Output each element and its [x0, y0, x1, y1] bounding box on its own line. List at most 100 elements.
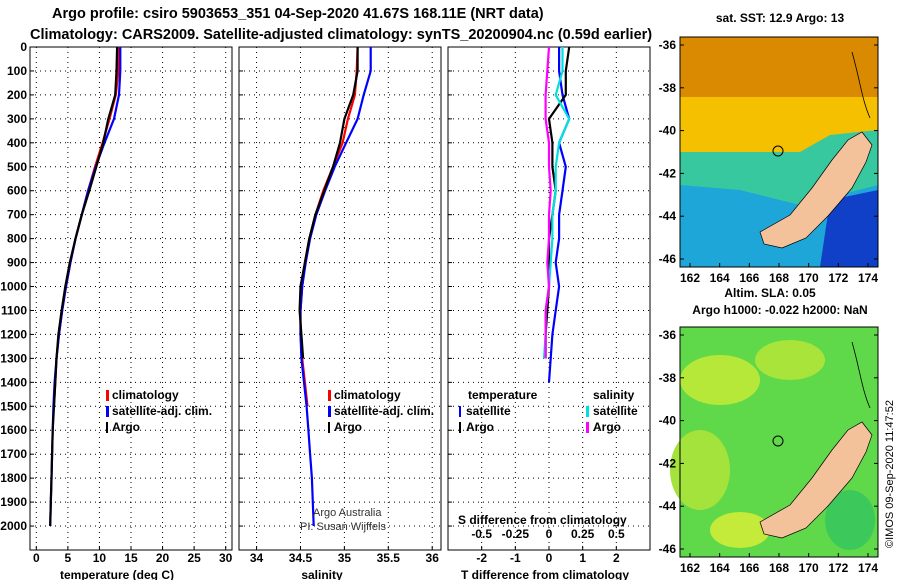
legend-label-climatology: climatology — [334, 388, 401, 402]
difference-legend: temperature salinity satellite Argo sate… — [458, 388, 638, 527]
lat-tick-label: -44 — [659, 499, 677, 513]
top-tick-label: -0.25 — [502, 527, 530, 541]
lon-tick-label: 174 — [858, 561, 878, 575]
lat-tick-label: -36 — [659, 328, 677, 342]
copyright-watermark: ©IMOS 09-Sep-2020 11:47:52 — [884, 400, 896, 548]
lon-tick-label: 166 — [739, 561, 759, 575]
sla-high-patch — [710, 512, 770, 548]
x-tick-label: -2 — [476, 551, 487, 565]
y-tick-label: 200 — [7, 88, 27, 102]
y-tick-label: 900 — [7, 256, 27, 270]
lat-tick-label: -40 — [659, 414, 677, 428]
x-axis-label: salinity — [301, 568, 343, 580]
lon-tick-label: 162 — [680, 271, 700, 285]
y-tick-label: 1000 — [0, 280, 27, 294]
lon-tick-label: 166 — [739, 271, 759, 285]
lat-tick-label: -46 — [659, 542, 677, 556]
title-line-2: Climatology: CARS2009. Satellite-adjuste… — [30, 27, 653, 43]
lat-tick-label: -36 — [659, 38, 677, 52]
lat-tick-label: -40 — [659, 124, 677, 138]
plot-frame — [238, 46, 442, 551]
sst-map-title: sat. SST: 12.9 Argo: 13 — [716, 11, 845, 25]
argo-float-position — [772, 435, 784, 447]
lon-tick-label: 174 — [858, 271, 878, 285]
lon-tick-label: 168 — [769, 271, 789, 285]
lon-tick-label: 170 — [799, 271, 819, 285]
x-tick-label: 5 — [65, 551, 72, 565]
legend-swatch-satellite — [106, 406, 109, 417]
y-tick-label: 1300 — [0, 351, 27, 365]
sst-map: sat. SST: 12.9 Argo: 13 -36 -38 -40 -42 -44 -… — [659, 11, 879, 285]
legend-swatch-s-satellite — [586, 406, 589, 417]
y-tick-label: 500 — [7, 160, 27, 174]
sst-warm-region — [680, 37, 878, 97]
y-tick-label: 400 — [7, 136, 27, 150]
lat-tick-label: -46 — [659, 252, 677, 266]
sla-low-patch — [825, 490, 875, 550]
series-line-argo — [49, 46, 119, 527]
legend-swatch-argo — [328, 422, 330, 433]
y-tick-label: 1800 — [0, 471, 27, 485]
sla-map: Altim. SLA: 0.05 Argo h1000: -0.022 h200… — [659, 286, 879, 575]
credit-line-1: Argo Australia — [313, 507, 382, 519]
y-tick-label: 1900 — [0, 495, 27, 509]
lon-tick-label: 162 — [680, 561, 700, 575]
x-tick-label: 20 — [156, 551, 170, 565]
y-tick-label: 1200 — [0, 327, 27, 341]
salinity-legend: climatology satellite-adj. clim. Argo Ar… — [300, 388, 434, 533]
y-tick-label: 1700 — [0, 447, 27, 461]
x-tick-label: 35 — [338, 551, 352, 565]
top-tick-label: 0.25 — [571, 527, 595, 541]
x-tick-label: 0 — [546, 551, 553, 565]
legend-header-temperature: temperature — [468, 388, 538, 402]
series-line-s-argo — [544, 46, 552, 359]
lat-tick-label: -42 — [659, 456, 677, 470]
legend-swatch-s-argo — [586, 422, 589, 433]
y-tick-label: 1100 — [1, 303, 27, 317]
south-island-landmass — [759, 131, 873, 249]
legend-label-satellite: satellite-adj. clim. — [112, 404, 212, 418]
y-tick-label: 300 — [7, 112, 27, 126]
lon-tick-label: 168 — [769, 561, 789, 575]
lon-tick-label: 172 — [828, 561, 848, 575]
legend-swatch-t-satellite — [459, 406, 461, 417]
difference-panel: -2 -1 0 1 2 T difference from climatology -0.5… — [447, 46, 651, 580]
lat-tick-label: -38 — [659, 371, 677, 385]
lon-tick-label: 170 — [799, 561, 819, 575]
sst-coldest-region — [820, 190, 878, 267]
lat-tick-label: -44 — [659, 209, 677, 223]
top-tick-label: 0.5 — [608, 527, 625, 541]
x-tick-label: 10 — [93, 551, 107, 565]
legend-swatch-argo — [106, 422, 108, 433]
x-tick-label: 25 — [187, 551, 201, 565]
credit-line-2: PI: Susan Wijffels — [300, 521, 386, 533]
sla-high-patch — [680, 355, 760, 405]
sla-map-title-1: Altim. SLA: 0.05 — [724, 286, 816, 300]
x-tick-label: 2 — [613, 551, 620, 565]
top-tick-label: 0 — [546, 527, 553, 541]
sla-high-patch — [670, 430, 730, 510]
y-tick-label: 1600 — [0, 423, 27, 437]
temperature-panel: 0100200300400500600700800900100011001200… — [0, 40, 232, 580]
legend-header-salinity: salinity — [593, 388, 635, 402]
legend-swatch-climatology — [328, 390, 331, 401]
x-axis-label: temperature (deg C) — [60, 568, 174, 580]
legend-label-s-satellite: satellite — [593, 404, 638, 418]
y-tick-label: 800 — [7, 232, 27, 246]
south-island-landmass — [759, 421, 873, 539]
y-tick-label: 1400 — [0, 375, 27, 389]
x-axis-label: T difference from climatology — [461, 568, 629, 580]
series-line-argo — [298, 47, 359, 359]
salinity-panel: 34 34.5 35 35.5 36 salinity — [238, 46, 442, 580]
legend-swatch-climatology — [106, 390, 109, 401]
title-line-1: Argo profile: csiro 5903653_351 04-Sep-2… — [52, 6, 544, 22]
legend-swatch-satellite — [328, 406, 331, 417]
y-tick-label: 1500 — [0, 399, 27, 413]
x-tick-label: 1 — [579, 551, 586, 565]
x-tick-label: 0 — [33, 551, 40, 565]
series-line-satellite-adj-clim- — [299, 47, 372, 527]
x-tick-label: 36 — [426, 551, 440, 565]
legend-label-satellite: satellite-adj. clim. — [334, 404, 434, 418]
x-tick-label: 15 — [124, 551, 138, 565]
legend-label-s-argo: Argo — [593, 420, 621, 434]
